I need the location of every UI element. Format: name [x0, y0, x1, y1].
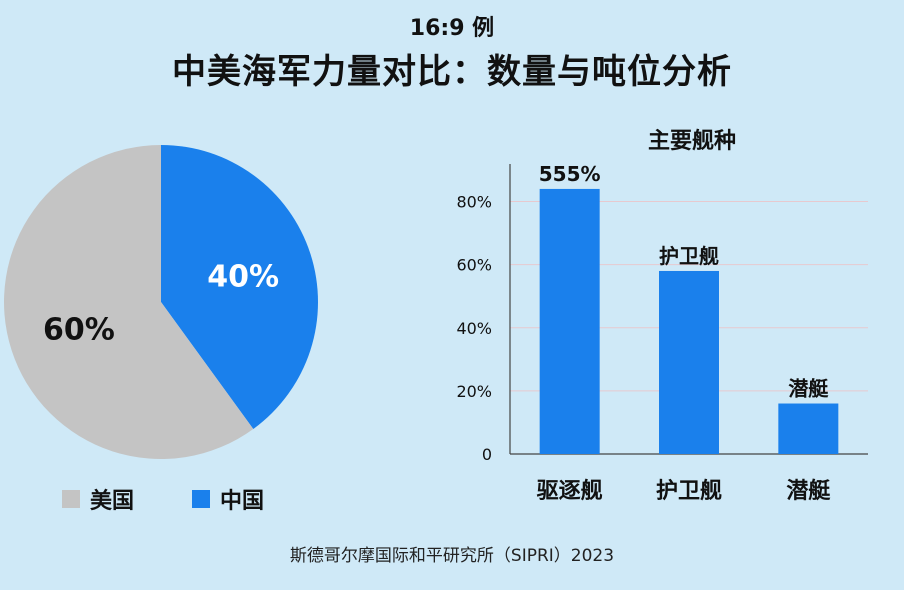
bar-1 [539, 188, 600, 454]
pie-slice-usa [3, 145, 254, 459]
x-category-label: 潜艇 [786, 478, 830, 504]
bar-2 [659, 270, 719, 454]
y-tick-label: 0 [482, 445, 492, 464]
pie-label-china: 40% [207, 259, 279, 294]
bar-3 [778, 403, 839, 454]
bar-data-label: 555% [539, 162, 601, 186]
source-note: 斯德哥尔摩国际和平研究所（SIPRI）2023 [289, 546, 615, 566]
chart-subtitle: 16:9 例 [409, 16, 495, 41]
y-tick-label: 20% [456, 382, 492, 401]
y-tick-label: 80% [456, 193, 492, 212]
bar-data-label: 潜艇 [788, 377, 829, 401]
bar-chart-title: 主要舰种 [648, 128, 736, 154]
y-tick-label: 60% [456, 256, 492, 275]
x-category-label: 驱逐舰 [537, 478, 603, 504]
legend-swatch-china [192, 490, 210, 508]
legend-label-usa: 美国 [90, 489, 135, 514]
page-title: 中美海军力量对比：数量与吨位分析 [172, 52, 732, 92]
legend-item-china: 中国 [192, 483, 264, 515]
legend-label-china: 中国 [220, 489, 265, 514]
pie-chart: 40% 60% [3, 145, 318, 459]
bar-data-label: 护卫舰 [659, 244, 719, 268]
x-category-label: 护卫舰 [656, 478, 722, 504]
legend-swatch-usa [62, 490, 80, 508]
pie-label-usa: 60% [43, 313, 115, 348]
pie-slice-china [161, 145, 318, 430]
y-tick-label: 40% [456, 319, 492, 338]
legend-item-usa: 美国 [62, 483, 134, 515]
